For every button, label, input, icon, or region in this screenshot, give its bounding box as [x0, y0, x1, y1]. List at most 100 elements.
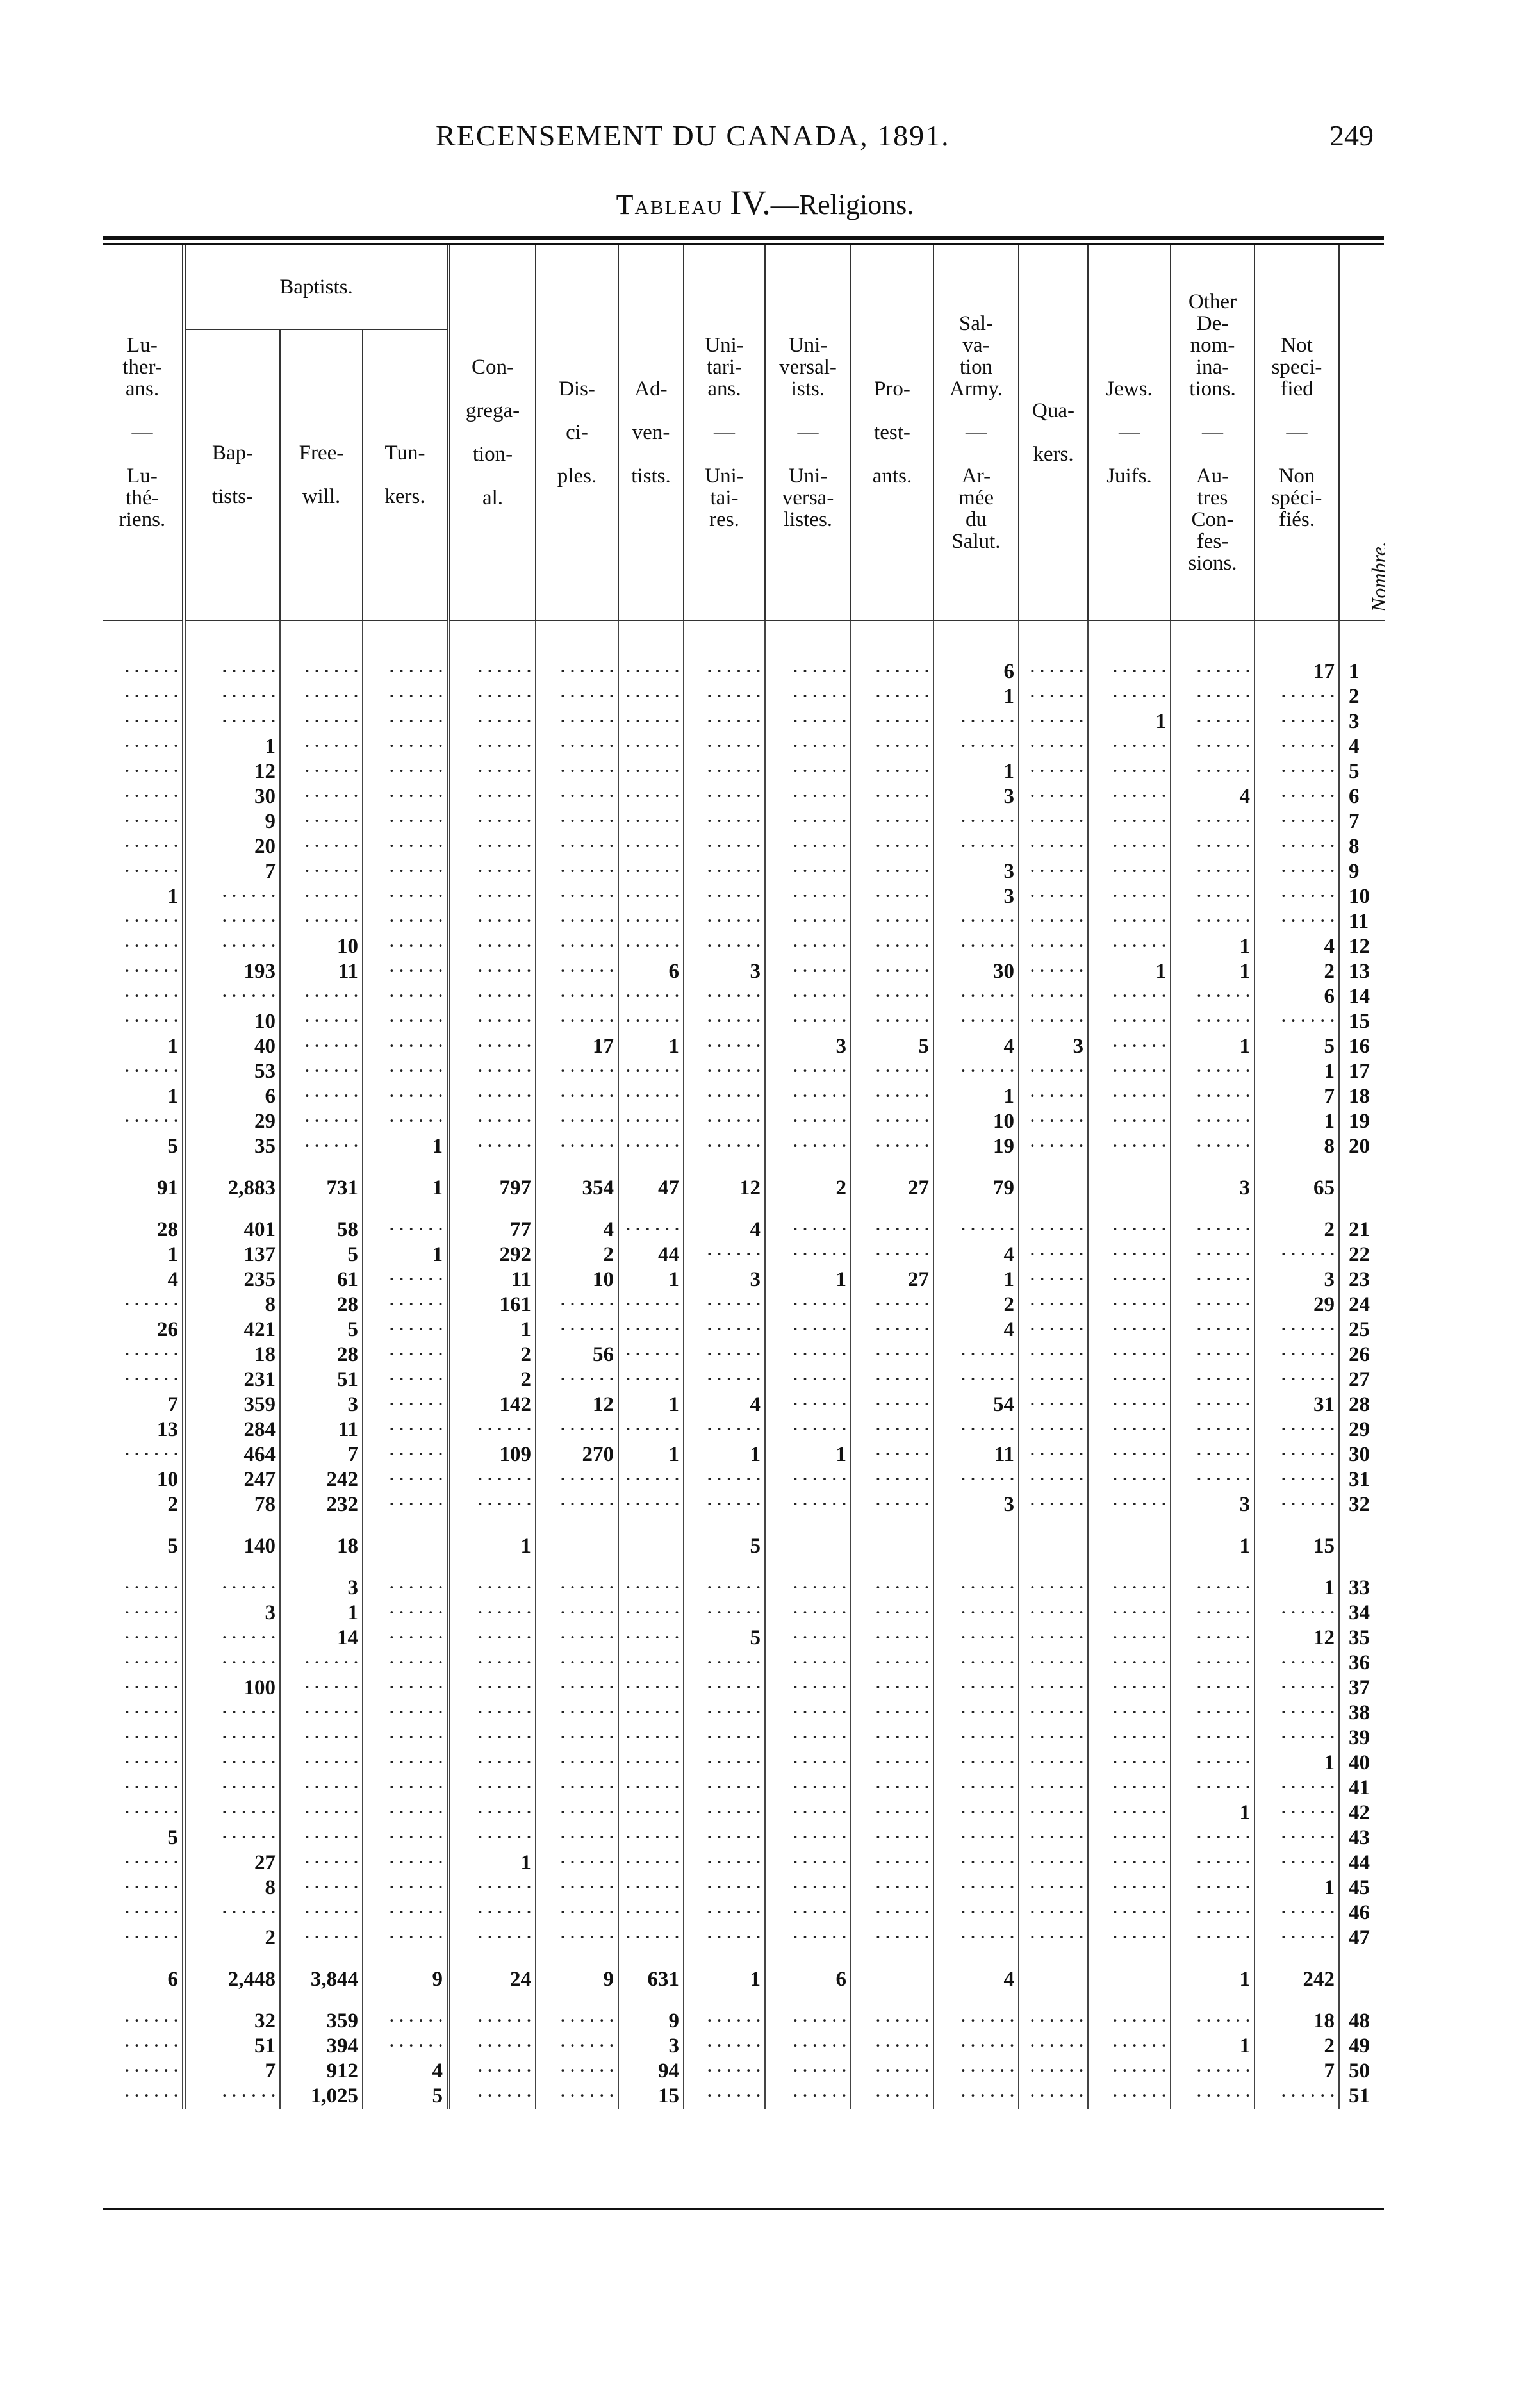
cell-unitarians	[683, 1701, 765, 1726]
cell-unitarians	[683, 709, 765, 734]
cell-lutherans	[103, 784, 184, 809]
cell-unitarians	[683, 734, 765, 759]
cell-other: 1	[1170, 1034, 1254, 1059]
cell-unitarians	[683, 1134, 765, 1159]
header-not-specified: Not speci- fied — Non spéci- fiés.	[1254, 245, 1339, 621]
cell-other	[1170, 1901, 1254, 1926]
cell-tunkers	[362, 1926, 448, 1950]
cell-universalists	[764, 1217, 851, 1242]
cell-lutherans	[103, 1576, 184, 1601]
cell-not-specified: 2	[1254, 1217, 1339, 1242]
cell-congregational	[447, 2059, 536, 2084]
cell-lutherans	[103, 2034, 184, 2059]
cell-salvation-army	[933, 1626, 1019, 1651]
cell-other	[1170, 1726, 1254, 1751]
cell-lutherans	[103, 1059, 184, 1084]
header-quakers: Qua- kers.	[1018, 245, 1088, 621]
cell-jews	[1087, 1676, 1171, 1701]
cell-freewill	[279, 709, 363, 734]
cell-tunkers	[362, 1726, 448, 1751]
cell-disciples	[535, 859, 618, 884]
cell-freewill: 5	[279, 1242, 363, 1267]
cell-baptists: 140	[182, 1534, 280, 1559]
cell-disciples	[535, 909, 618, 934]
cell-other	[1170, 2084, 1254, 2109]
cell-freewill	[279, 1926, 363, 1950]
cell-quakers	[1018, 759, 1088, 784]
cell-protestants	[850, 1576, 934, 1601]
cell-adventists	[618, 1009, 684, 1034]
cell-quakers	[1018, 1442, 1088, 1467]
spacer-cell	[1018, 1517, 1088, 1534]
spacer-cell	[1170, 1950, 1254, 1967]
cell-jews	[1087, 1751, 1171, 1776]
cell-not-specified: 6	[1254, 984, 1339, 1009]
cell-baptists: 30	[182, 784, 280, 809]
cell-baptists: 3	[182, 1601, 280, 1626]
cell-disciples	[535, 959, 618, 984]
cell-congregational	[447, 1417, 536, 1442]
spacer-cell	[618, 1517, 684, 1534]
cell-protestants	[850, 1601, 934, 1626]
cell-freewill	[279, 884, 363, 909]
row-number: 7	[1338, 809, 1385, 834]
cell-disciples: 4	[535, 1217, 618, 1242]
cell-protestants	[850, 959, 934, 984]
cell-adventists	[618, 759, 684, 784]
cell-baptists: 6	[182, 1084, 280, 1109]
cell-freewill	[279, 1651, 363, 1676]
cell-tunkers: 5	[362, 2084, 448, 2109]
cell-unitarians	[683, 1901, 765, 1926]
cell-not-specified	[1254, 809, 1339, 834]
cell-protestants	[850, 1626, 934, 1651]
spacer-cell	[447, 1517, 536, 1534]
table-row: 41	[103, 1776, 1385, 1801]
cell-other	[1170, 809, 1254, 834]
cell-not-specified	[1254, 1826, 1339, 1851]
cell-unitarians	[683, 784, 765, 809]
spacer-cell	[1087, 1559, 1171, 1576]
cell-baptists: 7	[182, 2059, 280, 2084]
cell-freewill: 51	[279, 1367, 363, 1392]
cell-lutherans	[103, 2059, 184, 2084]
cell-quakers	[1018, 1417, 1088, 1442]
cell-salvation-army: 4	[933, 1967, 1019, 1992]
cell-lutherans: 91	[157, 1176, 178, 1200]
cell-congregational	[447, 1776, 536, 1801]
cell-baptists: 10	[182, 1009, 280, 1034]
row-number: 1	[1338, 659, 1385, 684]
cell-salvation-army	[933, 809, 1019, 834]
cell-disciples	[535, 759, 618, 784]
cell-adventists	[618, 1651, 684, 1676]
cell-baptists: 8	[182, 1292, 280, 1317]
cell-jews: 1	[1087, 709, 1171, 734]
cell-protestants	[850, 909, 934, 934]
cell-other	[1170, 1009, 1254, 1034]
cell-protestants: 5	[850, 1034, 934, 1059]
cell-salvation-army	[933, 2084, 1019, 2109]
cell-adventists	[618, 1826, 684, 1851]
cell-adventists	[618, 809, 684, 834]
cell-salvation-army	[933, 1751, 1019, 1776]
cell-lutherans	[103, 1367, 184, 1392]
cell-quakers	[1018, 1601, 1088, 1626]
cell-tunkers	[362, 884, 448, 909]
cell-universalists	[764, 734, 851, 759]
spacer-cell	[1254, 1992, 1339, 2009]
cell-baptists: 27	[182, 1851, 280, 1876]
cell-universalists	[764, 684, 851, 709]
cell-adventists: 44	[618, 1242, 684, 1267]
header-salvation-army: Sal- va- tion Army. — Ar- mée du Salut.	[933, 245, 1019, 621]
spacer-cell	[182, 620, 280, 659]
cell-universalists: 6	[764, 1967, 851, 1992]
cell-baptists	[182, 1801, 280, 1826]
cell-not-specified	[1254, 1801, 1339, 1826]
cell-universalists	[764, 1926, 851, 1950]
cell-not-specified	[1254, 1926, 1339, 1950]
cell-not-specified	[1254, 2084, 1339, 2109]
cell-quakers	[1018, 809, 1088, 834]
cell-not-specified	[1254, 1651, 1339, 1676]
cell-baptists: 29	[182, 1109, 280, 1134]
